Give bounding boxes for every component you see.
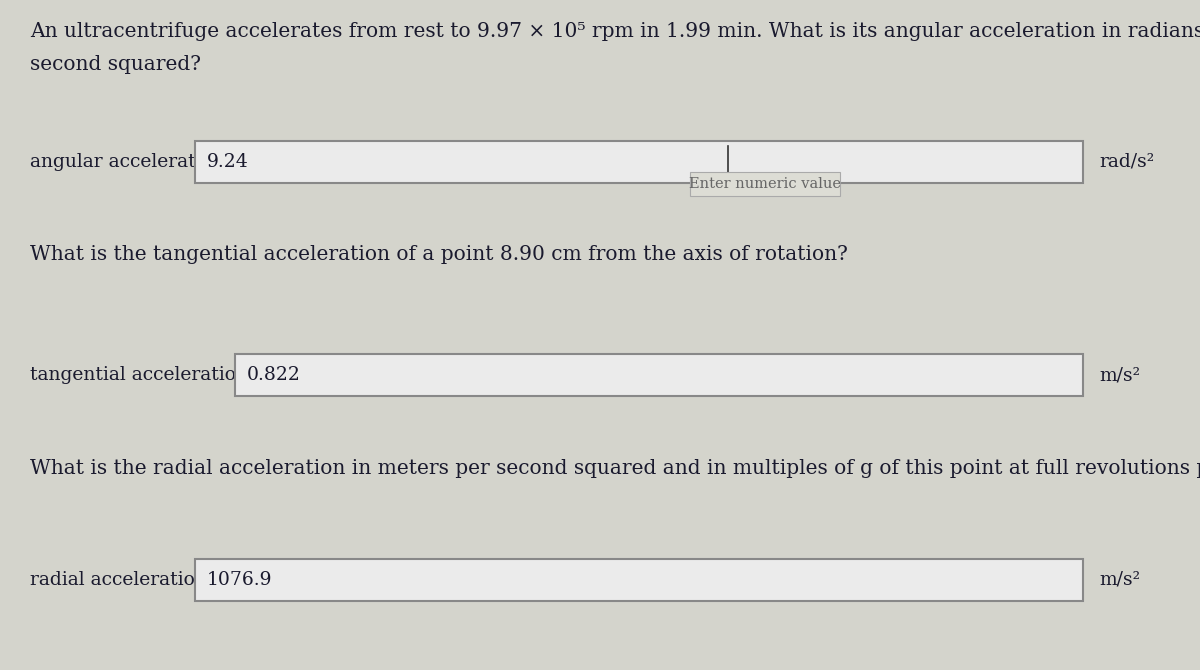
FancyBboxPatch shape (194, 559, 1084, 601)
Text: second squared?: second squared? (30, 55, 202, 74)
Text: 1076.9: 1076.9 (208, 571, 272, 589)
FancyBboxPatch shape (690, 172, 840, 196)
Text: What is the radial acceleration in meters per second squared and in multiples of: What is the radial acceleration in meter… (30, 458, 1200, 478)
Text: What is the tangential acceleration of a point 8.90 cm from the axis of rotation: What is the tangential acceleration of a… (30, 245, 848, 265)
Text: Enter numeric value: Enter numeric value (689, 177, 841, 191)
Text: m/s²: m/s² (1099, 366, 1140, 384)
Text: m/s²: m/s² (1099, 571, 1140, 589)
Text: tangential acceleration:: tangential acceleration: (30, 366, 254, 384)
Text: 9.24: 9.24 (208, 153, 248, 171)
Text: rad/s²: rad/s² (1099, 153, 1154, 171)
Text: angular acceleration:: angular acceleration: (30, 153, 232, 171)
Text: 0.822: 0.822 (247, 366, 301, 384)
FancyBboxPatch shape (194, 141, 1084, 183)
Text: An ultracentrifuge accelerates from rest to 9.97 × 10⁵ rpm in 1.99 min. What is : An ultracentrifuge accelerates from rest… (30, 22, 1200, 41)
Text: radial acceleration:: radial acceleration: (30, 571, 214, 589)
FancyBboxPatch shape (235, 354, 1084, 396)
